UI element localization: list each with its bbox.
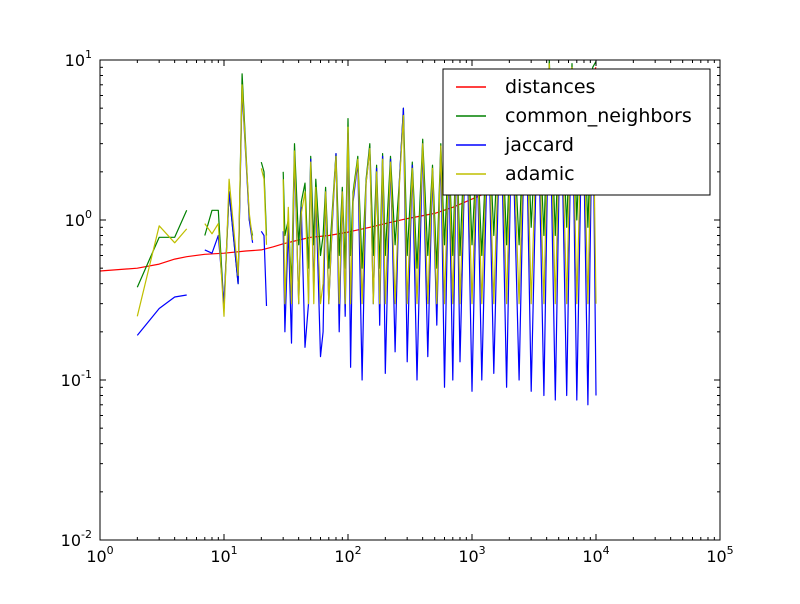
x-tick-label: 100: [86, 544, 113, 566]
legend-label-common-neighbors: common_neighbors: [505, 105, 692, 127]
legend-label-jaccard: jaccard: [504, 134, 574, 156]
series-layer: [100, 60, 597, 406]
legend-label-adamic: adamic: [505, 163, 575, 185]
ticks-layer: 100 101 102 103 104 105 10-2 10-1 100 101: [61, 48, 734, 566]
y-tick-label: 10-1: [61, 368, 92, 390]
y-tick-label: 101: [65, 48, 92, 70]
series-line-adamic: [136, 63, 597, 317]
y-tick-label: 100: [65, 208, 92, 230]
plot-frame: [99, 59, 721, 541]
x-tick-label: 103: [458, 544, 485, 566]
x-tick-label: 102: [334, 544, 361, 566]
legend-box: [442, 68, 711, 196]
x-tick-label: 104: [582, 544, 609, 566]
legend-label-distances: distances: [505, 76, 595, 98]
series-line-jaccard: [136, 66, 597, 406]
x-tick-label: 105: [706, 544, 733, 566]
x-tick-label: 101: [210, 544, 237, 566]
y-tick-label: 10-2: [61, 528, 92, 550]
